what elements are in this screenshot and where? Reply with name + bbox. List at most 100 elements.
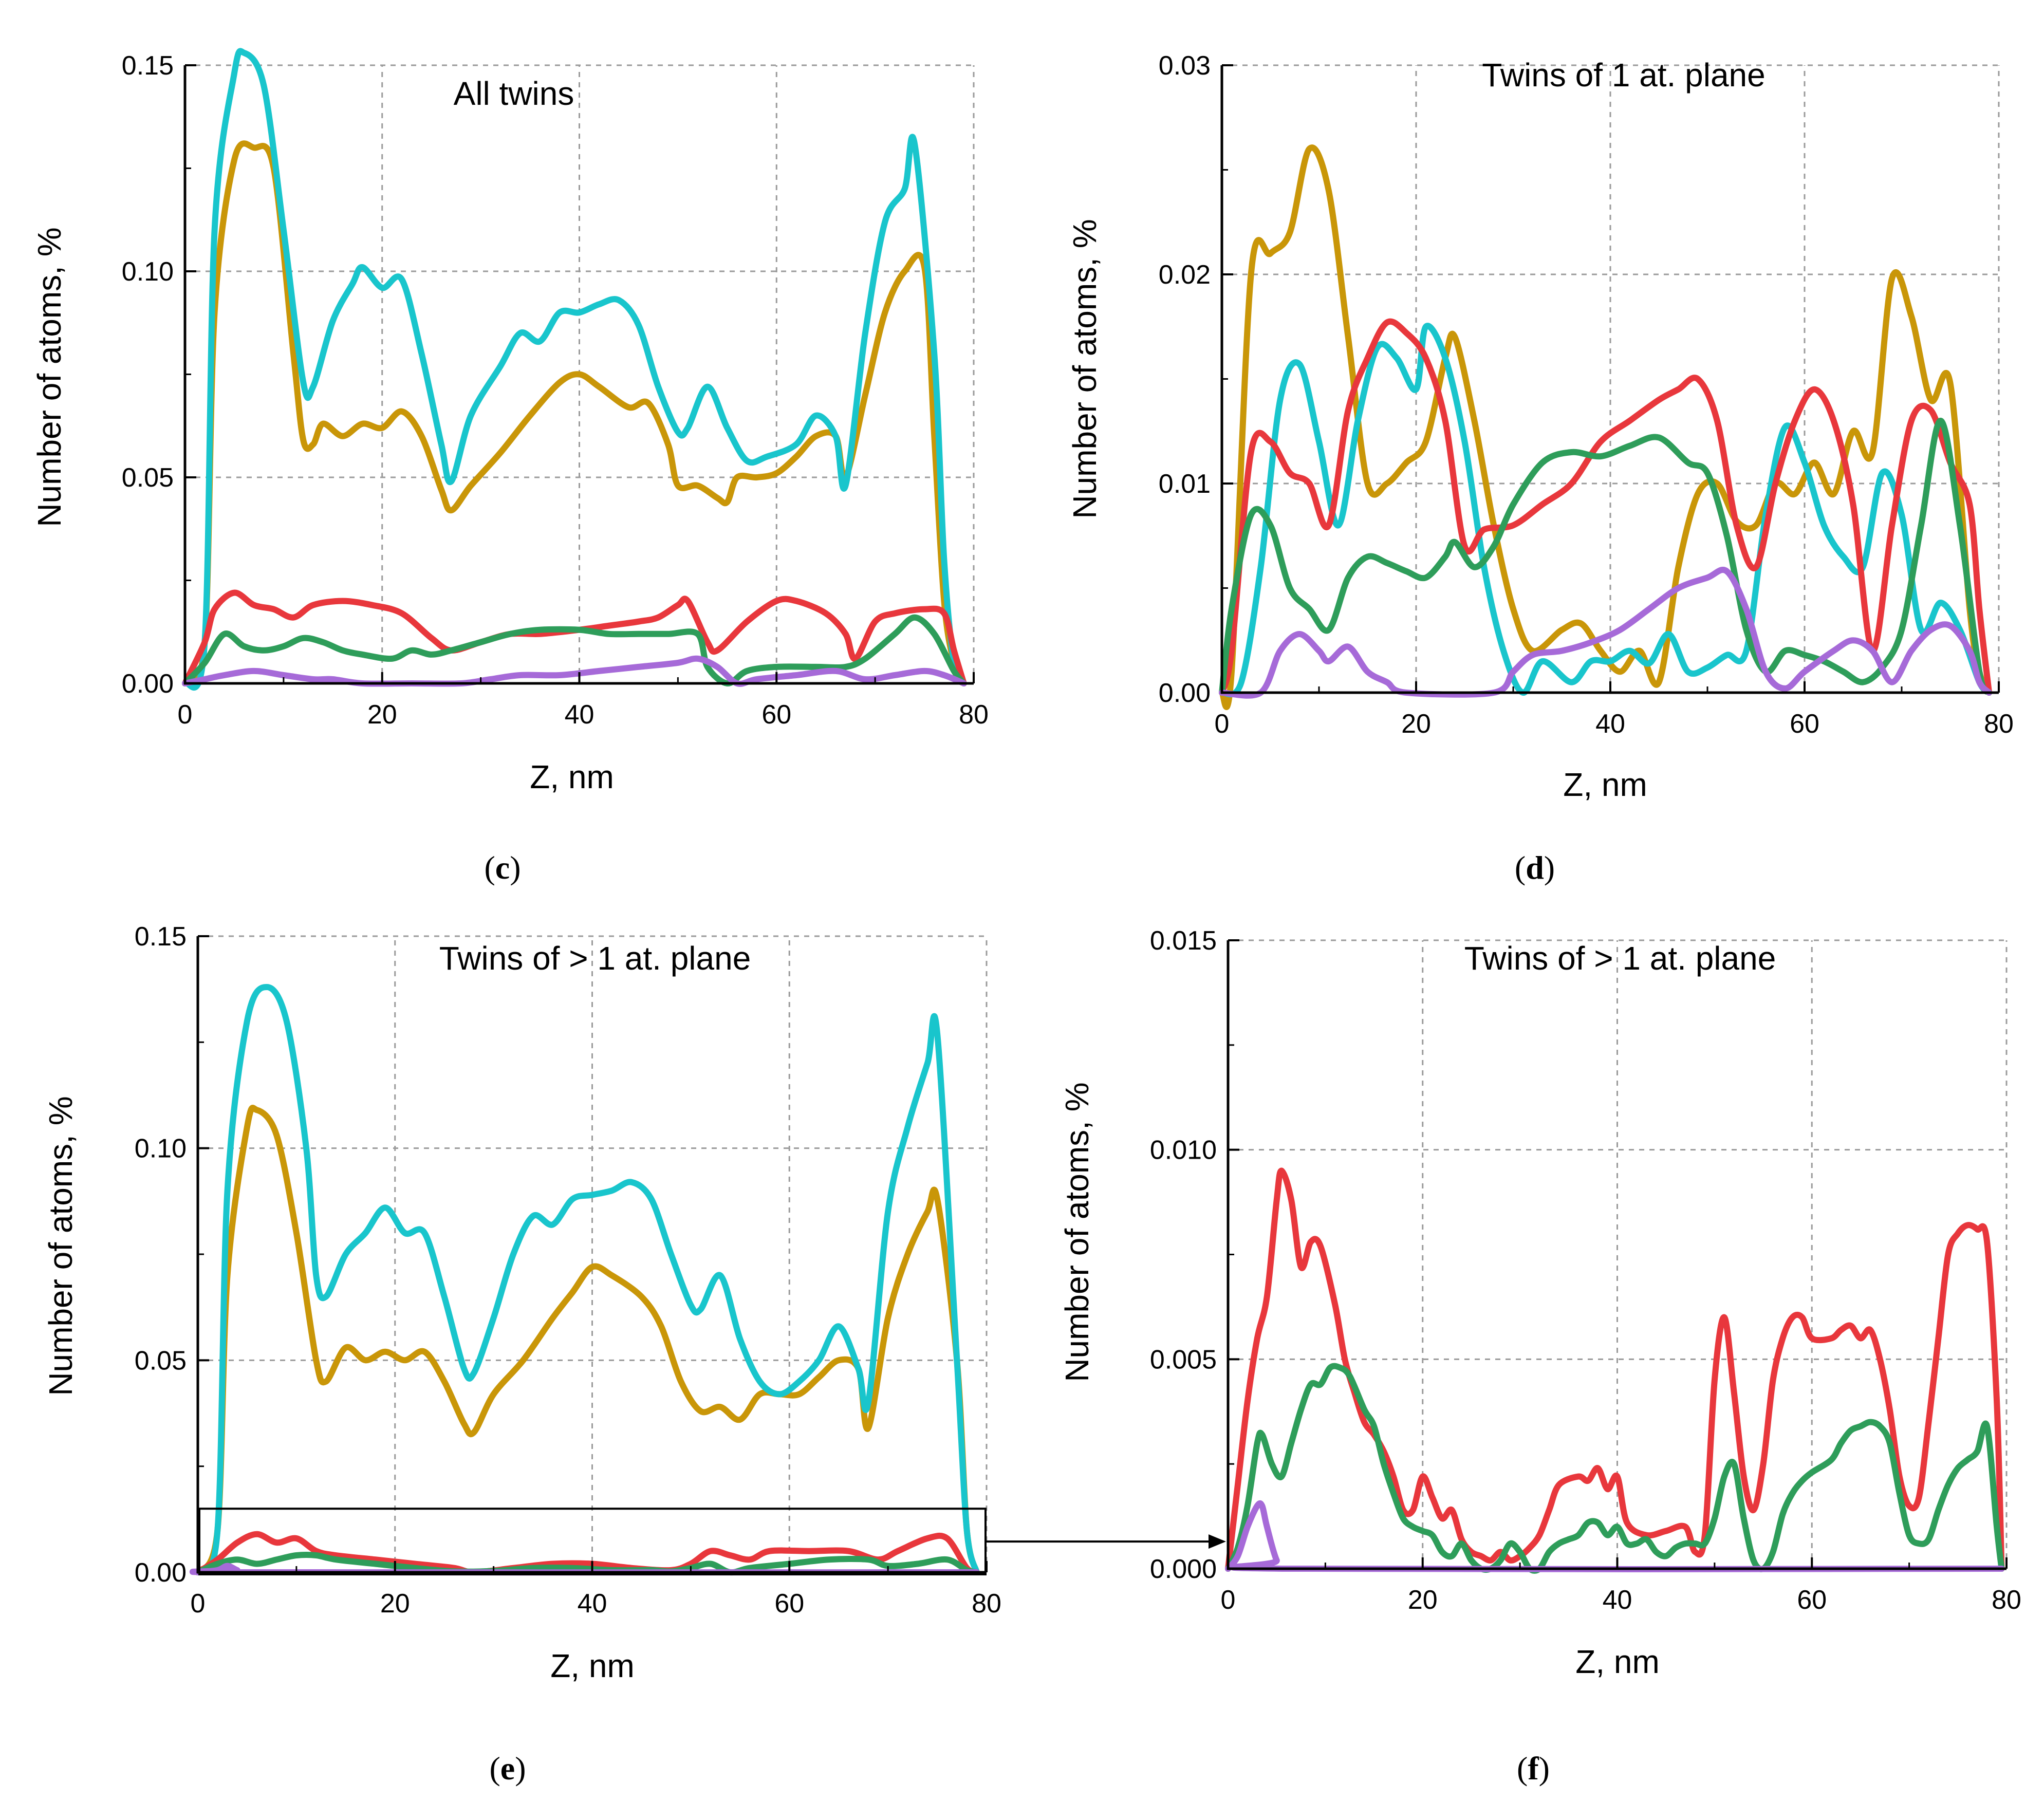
panel-d-ticks [1221,64,2000,694]
panel-d-ylabel: Number of atoms, % [1066,219,1103,518]
panel-e-ylabel: Number of atoms, % [42,1096,79,1396]
panel-e: 0 20 40 60 80 0.00 0.05 0.10 0.15 Twins of > 1 a… [42,922,1226,1787]
panel-d-letter: (d) [1515,849,1555,886]
panel-d-series-gold [1219,144,1993,710]
panel-d-y-tick-label: 0.01 [1159,469,1211,499]
panel-e-series [190,984,980,1576]
panel-c-tick-labels: 0 20 40 60 80 0.00 0.05 0.10 0.15 [122,51,989,730]
panel-f-xlabel: Z, nm [1575,1643,1660,1680]
panel-c-letter: (c) [484,849,521,886]
panel-c-xlabel: Z, nm [530,758,614,795]
panel-d-series [1219,144,1993,710]
panel-f: 0 20 40 60 80 0.000 0.005 0.010 0.015 Twins of >… [1058,926,2021,1787]
panel-e-y-tick-label: 0.10 [135,1134,187,1164]
panel-f-letter: (f) [1517,1750,1550,1787]
panel-c-grid [185,64,975,683]
panel-f-letter-value: f [1528,1750,1539,1787]
panel-d-letter-close: ) [1544,849,1555,886]
panel-d-letter-open: ( [1515,849,1526,886]
panel-e-letter-close: ) [515,1750,526,1787]
panel-e-x-tick-label: 20 [380,1589,410,1619]
panel-c-x-tick-label: 60 [761,700,791,730]
panel-f-ylabel: Number of atoms, % [1058,1082,1095,1382]
panel-e-y-tick-label: 0.15 [135,922,187,952]
panel-d-xlabel: Z, nm [1563,766,1647,803]
panel-d-y-tick-label: 0.02 [1159,260,1211,290]
panel-e-x-tick-label: 0 [191,1589,206,1619]
panel-c-letter-close: ) [510,849,521,886]
panel-c-letter-value: c [495,849,510,886]
panel-c-series-gold [182,140,967,686]
panel-f-y-tick-label: 0.005 [1150,1345,1217,1374]
panel-c-ticks [184,64,975,684]
panel-d-y-tick-label: 0.00 [1159,678,1211,708]
panel-c-y-tick-label: 0.15 [122,51,174,81]
zoom-arrow [986,1534,1226,1549]
panel-c-series-cyan [182,48,967,691]
panel-d-series-green [1219,417,1993,696]
panel-d-x-tick-label: 20 [1401,709,1431,739]
panel-e-letter-value: e [500,1750,515,1787]
panel-c-series-red [182,589,967,686]
panel-e-title: Twins of > 1 at. plane [439,940,751,977]
panel-e-tick-labels: 0 20 40 60 80 0.00 0.05 0.10 0.15 [135,922,1001,1619]
panel-c-y-tick-label: 0.10 [122,257,174,287]
panel-c-y-tick-label: 0.05 [122,463,174,493]
panel-f-series [1225,1167,2005,1574]
panel-c-x-tick-label: 40 [565,700,594,730]
panel-e-xlabel: Z, nm [550,1647,635,1684]
panel-f-grid [1228,939,2008,1569]
panel-c-y-tick-label: 0.00 [122,669,174,699]
panel-f-y-tick-label: 0.000 [1150,1554,1217,1584]
panel-f-x-tick-label: 20 [1408,1585,1438,1615]
panel-e-grid [198,935,988,1572]
panel-d-letter-value: d [1526,849,1544,886]
panel-c-series-green [182,614,967,686]
panel-f-title: Twins of > 1 at. plane [1464,940,1776,977]
panel-f-y-tick-label: 0.015 [1150,926,1217,956]
panel-d-title: Twins of 1 at. plane [1482,57,1765,94]
panel-c-x-tick-label: 0 [178,700,193,730]
panel-d-x-tick-label: 40 [1595,709,1625,739]
panel-e-series-gold [195,1105,980,1575]
panel-e-letter-open: ( [489,1750,500,1787]
panel-c-series [182,48,967,691]
panel-f-ticks [1227,939,2008,1570]
panel-f-series-green [1225,1363,2005,1574]
panel-c-ylabel: Number of atoms, % [31,227,68,527]
panel-c-x-tick-label: 80 [959,700,989,730]
panel-f-x-tick-label: 60 [1797,1585,1827,1615]
panel-f-x-tick-label: 0 [1221,1585,1236,1615]
panel-e-series-cyan [195,984,980,1575]
panel-e-y-tick-label: 0.00 [135,1558,187,1588]
panel-f-tick-labels: 0 20 40 60 80 0.000 0.005 0.010 0.015 [1150,926,2021,1615]
panel-c-letter-open: ( [484,849,495,886]
panel-d-x-tick-label: 0 [1215,709,1230,739]
zoom-arrow-head [1209,1534,1226,1549]
panel-e-letter: (e) [489,1750,526,1787]
panel-f-series-purple [1225,1500,2005,1573]
panel-e-x-tick-label: 80 [972,1589,1001,1619]
panel-c-title: All twins [454,75,574,112]
panel-d-x-tick-label: 60 [1790,709,1819,739]
panel-c-series-purple [182,655,967,687]
panel-e-y-tick-label: 0.05 [135,1346,187,1376]
panel-d-tick-labels: 0 20 40 60 80 0.00 0.01 0.02 0.03 [1159,51,2014,739]
panel-c-x-tick-label: 20 [367,700,397,730]
panel-f-letter-close: ) [1539,1750,1550,1787]
panel-d-series-purple [1219,567,1993,699]
panel-f-x-tick-label: 80 [1992,1585,2021,1615]
panel-e-x-tick-label: 60 [774,1589,804,1619]
panel-d-x-tick-label: 80 [1984,709,2014,739]
panel-d-y-tick-label: 0.03 [1159,51,1211,81]
panel-f-x-tick-label: 40 [1603,1585,1632,1615]
panel-d-grid [1222,64,2000,693]
panel-f-letter-open: ( [1517,1750,1528,1787]
panel-c: 0 20 40 60 80 0.00 0.05 0.10 0.15 All twins Z, n… [31,48,989,886]
panel-f-series-red [1225,1167,2005,1572]
panel-d-series-red [1219,318,1993,696]
panel-e-x-tick-label: 40 [578,1589,607,1619]
panel-d: 0 20 40 60 80 0.00 0.01 0.02 0.03 Twins of 1 at.… [1066,51,2014,886]
panel-f-y-tick-label: 0.010 [1150,1136,1217,1165]
